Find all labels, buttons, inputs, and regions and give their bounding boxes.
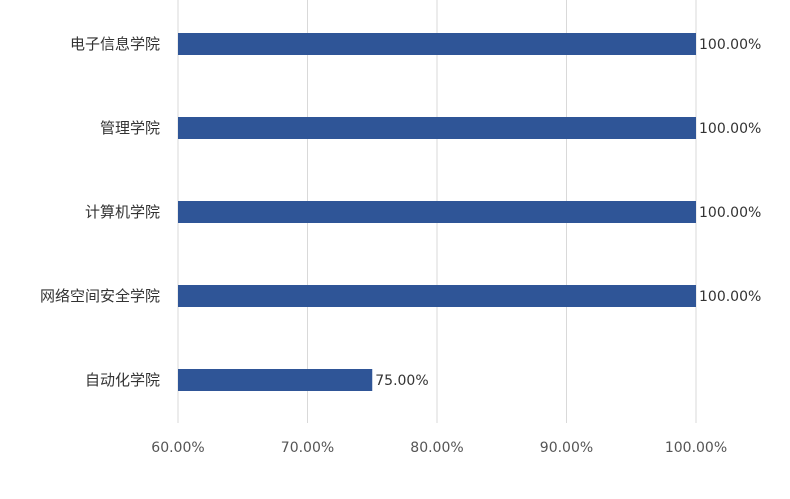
category-label: 网络空间安全学院: [40, 287, 160, 305]
bars: [178, 33, 696, 391]
bar: [178, 285, 696, 307]
data-label: 100.00%: [699, 289, 761, 305]
labels: 60.00% 70.00% 80.00% 90.00% 100.00% 电子信息学院 100…: [40, 35, 761, 456]
data-label: 100.00%: [699, 37, 761, 53]
data-label: 100.00%: [699, 121, 761, 137]
category-label: 电子信息学院: [70, 35, 160, 53]
x-tick-label: 90.00%: [540, 440, 593, 456]
bar: [178, 369, 373, 391]
x-tick-label: 70.00%: [281, 440, 334, 456]
data-label: 75.00%: [375, 373, 428, 389]
category-label: 管理学院: [100, 119, 160, 137]
data-label: 100.00%: [699, 205, 761, 221]
x-tick-label: 60.00%: [151, 440, 204, 456]
x-tick-label: 80.00%: [410, 440, 463, 456]
x-tick-label: 100.00%: [665, 440, 727, 456]
category-label: 计算机学院: [85, 203, 160, 221]
bar: [178, 33, 696, 55]
bar: [178, 201, 696, 223]
bar: [178, 117, 696, 139]
category-label: 自动化学院: [85, 371, 160, 389]
